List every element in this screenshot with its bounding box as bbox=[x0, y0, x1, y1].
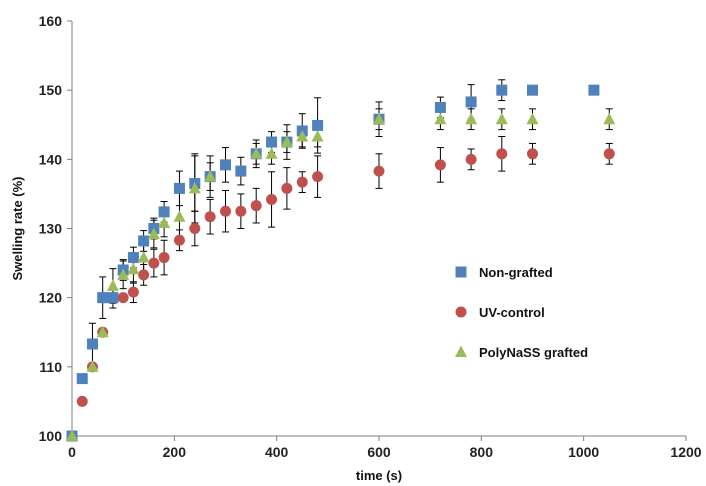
legend-item: UV-control bbox=[455, 305, 545, 320]
data-point-triangle bbox=[296, 130, 309, 142]
legend-marker-triangle bbox=[455, 345, 467, 357]
data-point-triangle bbox=[86, 360, 99, 372]
data-point-circle bbox=[465, 153, 477, 165]
data-point-circle bbox=[312, 171, 324, 183]
data-point-square bbox=[496, 84, 508, 96]
data-point-triangle bbox=[204, 170, 217, 182]
legend: Non-grafted UV-control PolyNaSS grafted bbox=[455, 265, 588, 360]
data-point-square bbox=[138, 235, 150, 247]
x-tick-label: 800 bbox=[470, 444, 494, 460]
data-point-square bbox=[465, 96, 477, 108]
data-point-triangle bbox=[311, 130, 324, 142]
data-point-square bbox=[588, 84, 600, 96]
data-point-triangle bbox=[603, 112, 616, 125]
data-point-circle bbox=[296, 176, 308, 188]
legend-label: UV-control bbox=[479, 305, 545, 320]
data-point-square bbox=[86, 338, 98, 350]
data-point-circle bbox=[220, 205, 231, 217]
legend-item: PolyNaSS grafted bbox=[455, 345, 588, 360]
data-point-triangle bbox=[373, 112, 385, 125]
x-tick-label: 0 bbox=[68, 444, 76, 460]
data-point-triangle bbox=[158, 216, 171, 228]
y-tick-label: 150 bbox=[39, 82, 63, 98]
data-point-circle bbox=[189, 223, 201, 234]
data-point-circle bbox=[603, 148, 615, 160]
data-point-square bbox=[97, 292, 109, 304]
y-tick-label: 120 bbox=[39, 290, 63, 306]
data-point-square bbox=[220, 159, 231, 171]
axes-layer: 100 110 120 130 140 150 160 0 200 400 600 800 1000 12… bbox=[39, 13, 702, 460]
data-point-triangle bbox=[434, 112, 447, 125]
data-point-circle bbox=[250, 200, 262, 212]
data-point-circle bbox=[204, 211, 216, 223]
data-point-circle bbox=[173, 234, 185, 246]
legend-marker-circle bbox=[455, 306, 467, 318]
data-point-triangle bbox=[127, 262, 140, 275]
data-point-square bbox=[173, 182, 185, 194]
data-point-circle bbox=[235, 205, 247, 217]
legend-marker-square bbox=[455, 266, 467, 278]
legend-item: Non-grafted bbox=[455, 265, 553, 280]
data-point-triangle bbox=[117, 268, 130, 280]
legend-label: PolyNaSS grafted bbox=[479, 345, 588, 360]
data-point-circle bbox=[148, 257, 160, 269]
data-point-triangle bbox=[265, 147, 278, 159]
data-point-circle bbox=[76, 395, 88, 407]
data-point-square bbox=[127, 252, 139, 264]
data-point-triangle bbox=[137, 251, 150, 263]
data-point-circle bbox=[127, 286, 139, 298]
data-point-circle bbox=[266, 193, 278, 205]
data-point-triangle bbox=[188, 181, 201, 194]
data-point-square bbox=[107, 292, 119, 304]
data-point-circle bbox=[117, 292, 129, 304]
y-tick-label: 100 bbox=[39, 428, 63, 444]
data-point-square bbox=[312, 119, 324, 131]
data-point-circle bbox=[158, 252, 170, 264]
data-point-circle bbox=[434, 159, 446, 171]
data-point-triangle bbox=[147, 227, 160, 240]
x-tick-label: 1000 bbox=[568, 444, 599, 460]
y-axis-title: Swelling rate (%) bbox=[10, 176, 25, 280]
x-tick-label: 400 bbox=[265, 444, 289, 460]
data-point-triangle bbox=[280, 135, 293, 148]
y-tick-label: 110 bbox=[39, 359, 62, 375]
x-tick-label: 200 bbox=[163, 444, 187, 460]
data-point-triangle bbox=[96, 325, 109, 338]
data-point-circle bbox=[496, 148, 508, 160]
data-point-triangle bbox=[495, 112, 508, 125]
data-point-circle bbox=[373, 165, 385, 177]
data-point-triangle bbox=[66, 429, 78, 441]
x-tick-label: 1200 bbox=[670, 444, 701, 460]
data-point-triangle bbox=[250, 147, 263, 159]
data-point-triangle bbox=[106, 279, 119, 291]
data-point-square bbox=[235, 165, 247, 177]
y-tick-label: 140 bbox=[39, 151, 63, 167]
y-tick-label: 160 bbox=[39, 13, 63, 29]
x-axis-title: time (s) bbox=[356, 468, 402, 483]
data-point-triangle bbox=[465, 112, 478, 125]
y-tick-label: 130 bbox=[39, 221, 63, 237]
data-point-square bbox=[434, 101, 446, 113]
data-point-square bbox=[158, 206, 170, 218]
data-point-circle bbox=[527, 148, 538, 160]
data-point-circle bbox=[138, 269, 150, 281]
data-point-triangle bbox=[526, 112, 539, 125]
legend-label: Non-grafted bbox=[479, 265, 553, 280]
data-point-square bbox=[266, 136, 278, 148]
data-point-square bbox=[527, 84, 538, 96]
data-point-square bbox=[76, 373, 88, 385]
data-point-circle bbox=[281, 182, 293, 194]
data-point-triangle bbox=[173, 210, 186, 222]
marker-layer bbox=[66, 84, 616, 442]
x-tick-label: 600 bbox=[367, 444, 391, 460]
